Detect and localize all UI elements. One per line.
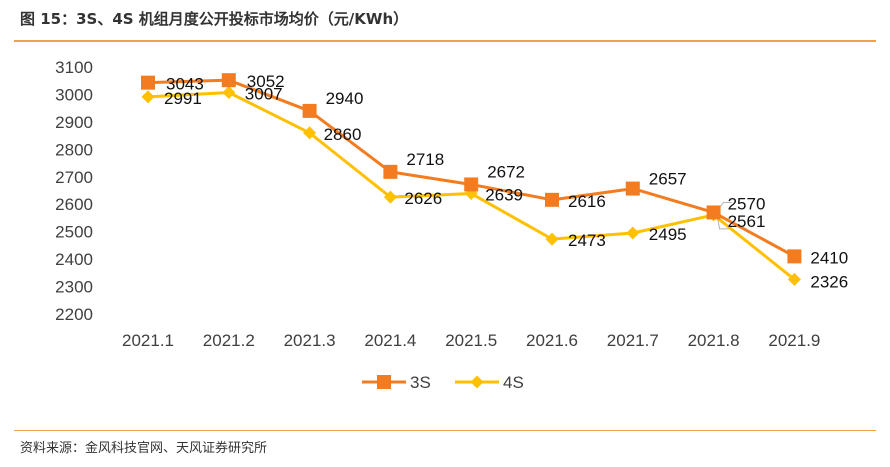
x-tick-label: 2021.8 [688, 331, 740, 350]
legend: 3S 4S [362, 373, 524, 392]
y-axis: 2200 2300 2400 2500 2600 2700 2800 2900 3000 3100 [55, 58, 93, 324]
y-tick-label: 3100 [55, 58, 93, 77]
data-label-4s: 2473 [568, 231, 606, 250]
x-tick-label: 2021.7 [607, 331, 659, 350]
data-point-3s [221, 73, 236, 88]
legend-marker-4s [470, 375, 484, 389]
x-tick-label: 2021.6 [526, 331, 578, 350]
data-labels: 3043 3052 2940 2718 2672 2616 2657 2570 2410 2991… [164, 72, 848, 291]
data-label-3s: 2570 [728, 194, 766, 213]
data-label-4s: 2626 [404, 189, 442, 208]
data-point-4s [545, 232, 559, 246]
data-point-3s [545, 192, 559, 207]
data-label-3s: 2616 [568, 192, 606, 211]
data-point-4s [141, 90, 155, 104]
y-tick-label: 2300 [55, 278, 93, 297]
footer-divider [14, 430, 876, 431]
data-point-4s [383, 190, 397, 204]
x-tick-label: 2021.1 [122, 331, 174, 350]
source-note: 资料来源：金风科技官网、天风证券研究所 [20, 441, 268, 456]
data-label-3s: 3043 [166, 75, 204, 94]
x-axis: 2021.1 2021.2 2021.3 2021.4 2021.5 2021.6 2021… [122, 331, 820, 350]
data-label-4s: 2860 [324, 125, 362, 144]
data-point-3s [141, 75, 155, 90]
data-label-4s: 2326 [810, 272, 848, 291]
data-label-4s: 3007 [245, 85, 283, 104]
data-point-3s [464, 177, 479, 192]
data-label-3s: 2940 [326, 89, 364, 108]
title-divider [14, 40, 876, 42]
data-label-3s: 2657 [649, 170, 687, 189]
y-tick-label: 2500 [55, 223, 93, 242]
data-point-3s [302, 103, 317, 118]
data-label-4s: 2561 [728, 212, 766, 231]
data-point-4s [303, 126, 317, 140]
data-label-4s: 2991 [164, 89, 202, 108]
legend-label-3s: 3S [410, 373, 431, 392]
data-label-3s: 2718 [406, 150, 444, 169]
x-tick-label: 2021.4 [364, 331, 416, 350]
data-point-3s [625, 181, 640, 196]
x-tick-label: 2021.3 [284, 331, 336, 350]
data-point-3s [706, 205, 721, 220]
y-tick-label: 2400 [55, 250, 93, 269]
y-tick-label: 3000 [55, 85, 93, 104]
series-markers [141, 73, 802, 286]
line-chart: 2200 2300 2400 2500 2600 2700 2800 2900 3000 3100… [55, 58, 848, 392]
x-tick-label: 2021.5 [445, 331, 497, 350]
chart-title: 图 15：3S、4S 机组月度公开投标市场均价（元/KWh） [20, 10, 409, 28]
y-tick-label: 2800 [55, 140, 93, 159]
series-line-3s [147, 78, 796, 258]
y-tick-label: 2700 [55, 168, 93, 187]
data-label-3s: 2672 [487, 162, 525, 181]
data-point-3s [383, 164, 398, 179]
data-label-4s: 2639 [485, 186, 523, 205]
x-tick-label: 2021.9 [768, 331, 820, 350]
y-tick-label: 2600 [55, 195, 93, 214]
data-point-4s [222, 86, 236, 100]
legend-marker-3s [377, 375, 391, 389]
y-tick-label: 2900 [55, 113, 93, 132]
data-point-3s [787, 249, 802, 264]
data-label-3s: 2410 [810, 248, 848, 267]
y-tick-label: 2200 [55, 305, 93, 324]
leader-line [717, 217, 730, 230]
x-tick-label: 2021.2 [203, 331, 255, 350]
data-label-3s: 3052 [247, 72, 285, 91]
data-point-4s [626, 226, 640, 240]
data-label-4s: 2495 [649, 225, 687, 244]
data-point-4s [787, 272, 801, 286]
legend-label-4s: 4S [503, 373, 524, 392]
